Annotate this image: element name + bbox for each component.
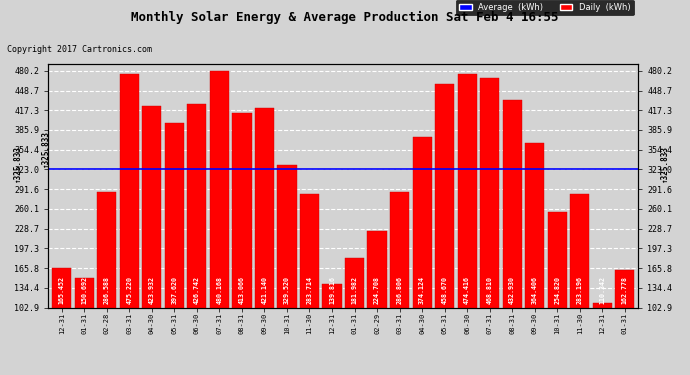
Text: ↑325.833: ↑325.833 — [41, 130, 50, 168]
Bar — [548, 212, 566, 308]
Bar — [593, 303, 612, 307]
Bar — [322, 284, 342, 308]
Text: 423.932: 423.932 — [149, 276, 155, 304]
Bar — [233, 113, 252, 308]
Text: 475.220: 475.220 — [126, 276, 132, 304]
Bar — [120, 74, 139, 308]
Text: 110.342: 110.342 — [599, 276, 605, 304]
Text: 181.982: 181.982 — [351, 276, 357, 304]
Bar — [255, 108, 274, 308]
Bar — [142, 106, 161, 307]
Bar — [480, 78, 499, 308]
Bar — [300, 194, 319, 308]
Text: 150.692: 150.692 — [81, 276, 88, 304]
Text: 458.670: 458.670 — [442, 276, 448, 304]
Bar — [75, 278, 94, 308]
Text: 283.196: 283.196 — [577, 276, 583, 304]
Legend: Average  (kWh), Daily  (kWh): Average (kWh), Daily (kWh) — [456, 0, 634, 15]
Bar — [368, 231, 386, 308]
Bar — [413, 137, 432, 308]
Bar — [390, 192, 409, 308]
Bar — [525, 144, 544, 308]
Bar — [210, 71, 229, 308]
Text: Copyright 2017 Cartronics.com: Copyright 2017 Cartronics.com — [7, 45, 152, 54]
Text: ↑325.833: ↑325.833 — [12, 147, 22, 183]
Text: 139.816: 139.816 — [329, 276, 335, 304]
Text: 413.066: 413.066 — [239, 276, 245, 304]
Text: 432.930: 432.930 — [509, 276, 515, 304]
Bar — [345, 258, 364, 308]
Bar — [165, 123, 184, 308]
Text: 421.140: 421.140 — [262, 276, 268, 304]
Bar — [97, 192, 117, 308]
Text: 374.124: 374.124 — [419, 276, 425, 304]
Text: 165.452: 165.452 — [59, 276, 65, 304]
Text: ↑325.833: ↑325.833 — [660, 147, 669, 183]
Bar — [277, 165, 297, 308]
Text: 283.714: 283.714 — [306, 276, 313, 304]
Text: Monthly Solar Energy & Average Production Sat Feb 4 16:55: Monthly Solar Energy & Average Productio… — [131, 11, 559, 24]
Bar — [502, 100, 522, 308]
Text: 364.406: 364.406 — [532, 276, 538, 304]
Text: 426.742: 426.742 — [194, 276, 200, 304]
Bar — [188, 104, 206, 308]
Bar — [615, 270, 634, 308]
Text: 286.588: 286.588 — [104, 276, 110, 304]
Text: 480.168: 480.168 — [217, 276, 222, 304]
Text: 224.708: 224.708 — [374, 276, 380, 304]
Text: 162.778: 162.778 — [622, 276, 628, 304]
Bar — [435, 84, 454, 308]
Bar — [570, 194, 589, 308]
Bar — [52, 268, 71, 308]
Text: 329.520: 329.520 — [284, 276, 290, 304]
Text: 286.806: 286.806 — [397, 276, 402, 304]
Bar — [457, 75, 477, 308]
Text: 474.416: 474.416 — [464, 276, 470, 304]
Text: 468.810: 468.810 — [486, 276, 493, 304]
Text: 254.820: 254.820 — [554, 276, 560, 304]
Text: 397.620: 397.620 — [171, 276, 177, 304]
